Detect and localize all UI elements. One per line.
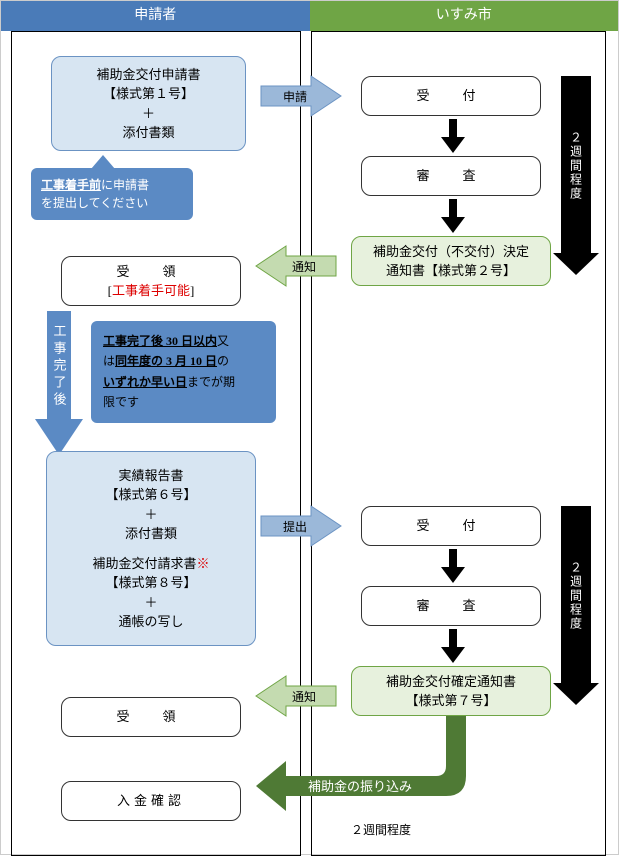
callout-deadline: 工事完了後 30 日以内又 は同年度の 3 月 10 日の いずれか早い日までが… [91,321,276,423]
arrow-down-icon [441,119,465,153]
box-receipt-1: 受 領 [工事着手可能] [61,256,241,306]
box-decision-1: 補助金交付（不交付）決定 通知書【様式第２号】 [351,236,551,286]
label: 【様式第８号】 [105,573,196,593]
label: 添付書類 [125,524,177,544]
arrow-notify-2-icon: 通知 [256,676,336,716]
label: 審 査 [416,166,485,186]
duration-bar-1: ２週間程度 [561,76,591,256]
label: ２週間程度 [568,561,585,631]
label: を提出してください [41,196,148,210]
header-applicant: 申請者 [1,1,310,31]
arrow-notify-1-icon: 通知 [256,246,336,286]
box-decision-2: 補助金交付確定通知書 【様式第７号】 [351,666,551,716]
label: ２週間程度 [568,131,585,201]
header: 申請者 いすみ市 [1,1,618,31]
label: [工事着手可能] [108,281,195,301]
label: 又 [217,334,229,348]
duration-bar-2: ２週間程度 [561,506,591,686]
callout-before-construction: 工事着手前に申請書 を提出してください [31,168,193,220]
box-application-form: 補助金交付申請書 【様式第１号】 ＋ 添付書類 [51,56,246,151]
label: 工事着手前 [41,178,101,192]
vert-label-construction: 工事完了後 [47,311,71,421]
page: 申請者 いすみ市 補助金交付申請書 【様式第１号】 ＋ 添付書類 工事着手前に申… [0,0,619,855]
box-report: 実績報告書 【様式第６号】 ＋ 添付書類 補助金交付請求書※ 【様式第８号】 ＋… [46,451,256,646]
footer-duration: ２週間程度 [351,821,411,838]
arrow-label: 申請 [283,90,307,104]
arrow-label: 通知 [292,260,316,274]
box-receipt-2: 受 領 [61,697,241,737]
label: に申請書 [101,178,149,192]
label: 同年度の 3 月 10 日 [115,354,217,368]
arrow-down-icon [441,199,465,233]
arrow-submit-icon: 提出 [261,506,341,546]
label: 受 付 [416,516,485,536]
label: の [217,354,229,368]
body: 補助金交付申請書 【様式第１号】 ＋ 添付書類 工事着手前に申請書 を提出してく… [1,31,618,856]
label: 補助金交付確定通知書 [386,672,516,692]
arrow-down-icon [441,549,465,583]
label: 限です [103,395,139,409]
asterisk: ※ [197,556,210,571]
label: 【様式第１号】 [103,84,194,104]
box-review-1: 審 査 [361,156,541,196]
arrow-label: 通知 [292,690,316,704]
header-city: いすみ市 [310,1,619,31]
arrow-label: 提出 [283,519,307,534]
arrow-down-black-icon [553,253,599,275]
callout-tail [91,155,115,169]
label: 添付書類 [122,123,174,143]
label: いずれか早い日 [103,375,187,389]
label: は [103,354,115,368]
label: 通帳の写し [118,612,183,632]
label: 受 領 [116,707,185,727]
label: 補助金交付請求書 [92,556,196,571]
label-red: 工事着手可能 [112,283,190,298]
label: 審 査 [416,596,485,616]
label: ＋ [142,104,155,124]
label: 受 付 [416,86,485,106]
label: 【様式第７号】 [405,691,496,711]
arrow-down-black-icon [553,683,599,705]
arrow-label: 補助金の振り込み [308,779,412,794]
label: 実績報告書 [118,466,183,486]
arrow-down-icon [35,419,83,455]
label: 工事完了後 [50,324,69,409]
arrow-down-icon [441,629,465,663]
label: 補助金交付申請書 [96,65,200,85]
label: 通知書【様式第２号】 [386,261,516,281]
label: ＋ [144,505,157,525]
bracket: ] [190,283,194,298]
arrow-transfer-icon: 補助金の振り込み [256,716,476,811]
label: 工事完了後 30 日以内 [103,334,217,348]
box-deposit-confirmation: 入金確認 [61,781,241,821]
label: 【様式第６号】 [105,485,196,505]
label: 入金確認 [117,791,185,811]
box-accept-1: 受 付 [361,76,541,116]
arrow-apply-icon: 申請 [261,76,341,116]
label: 補助金交付請求書※ [92,554,209,574]
label: までが期 [187,375,235,389]
label: 補助金交付（不交付）決定 [373,242,529,262]
box-accept-2: 受 付 [361,506,541,546]
box-review-2: 審 査 [361,586,541,626]
label: 受 領 [116,262,185,282]
label: ＋ [144,593,157,613]
